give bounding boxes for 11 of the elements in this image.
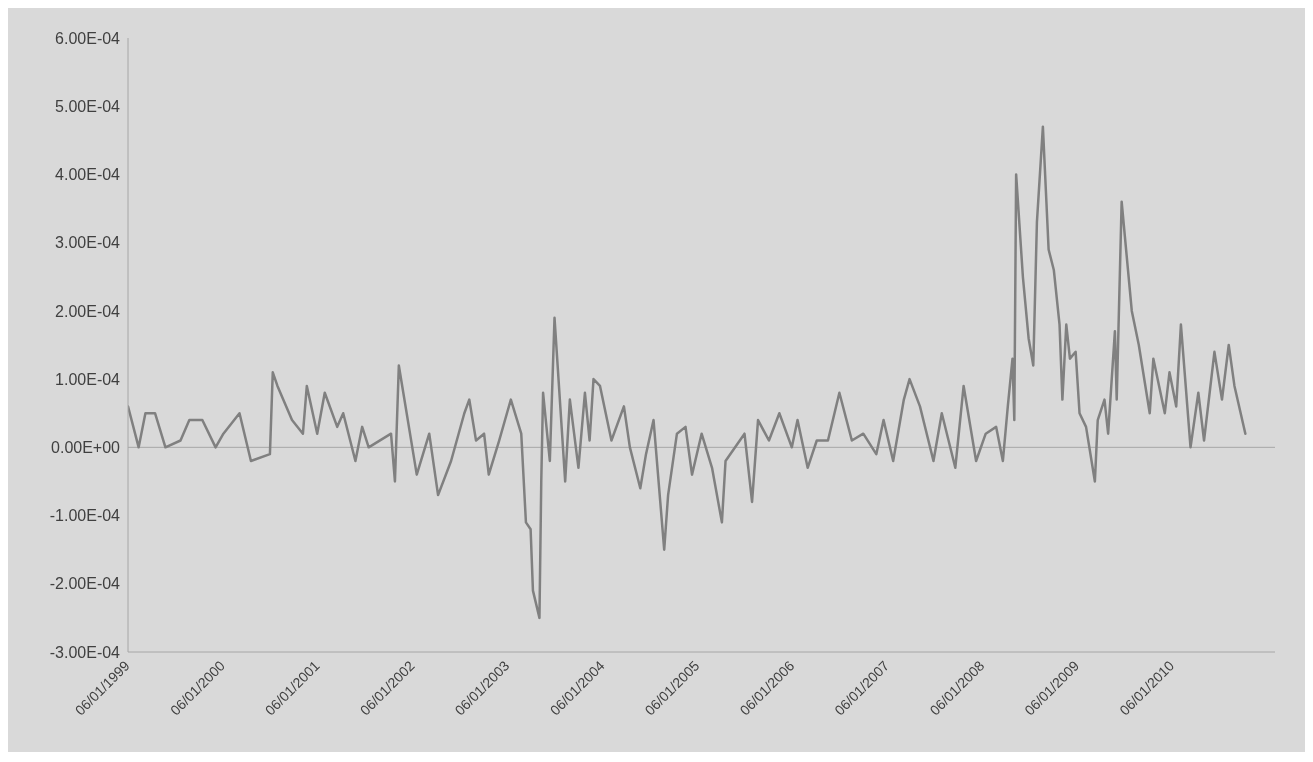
y-tick-label: 2.00E-04 xyxy=(55,302,121,320)
y-tick-label: 1.00E-04 xyxy=(55,370,121,388)
y-tick-label: 3.00E-04 xyxy=(55,234,121,252)
y-tick-label: 5.00E-04 xyxy=(55,97,121,115)
line-series xyxy=(128,125,1247,620)
y-tick-label: -2.00E-04 xyxy=(49,575,121,593)
y-tick-label: 0.00E+00 xyxy=(51,439,121,457)
y-tick-label: 6.00E-04 xyxy=(55,29,121,47)
y-tick-label: 4.00E-04 xyxy=(55,166,121,184)
y-tick-label: -3.00E-04 xyxy=(49,643,121,661)
y-tick-label: -1.00E-04 xyxy=(49,507,121,525)
